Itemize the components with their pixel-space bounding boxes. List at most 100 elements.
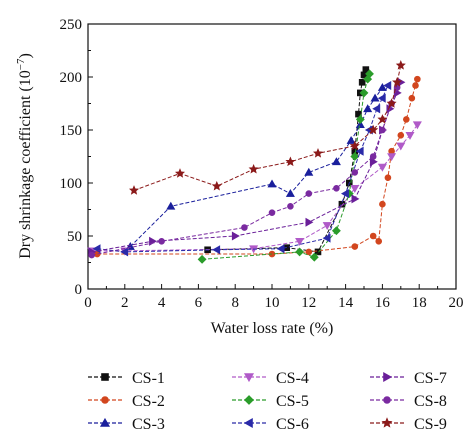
data-point <box>384 174 392 181</box>
legend-item: CS-6 <box>232 416 309 433</box>
data-point <box>346 135 356 144</box>
data-point <box>322 222 332 231</box>
data-point <box>312 148 324 158</box>
data-point <box>331 226 341 236</box>
data-point <box>395 60 406 70</box>
legend-item: CS-7 <box>370 370 447 387</box>
x-tick-label: 2 <box>121 295 129 311</box>
data-point <box>305 190 313 197</box>
data-point <box>212 245 221 255</box>
data-point <box>369 157 378 167</box>
legend-marker <box>99 417 111 427</box>
y-tick-label: 0 <box>75 282 83 298</box>
y-tick-label: 100 <box>60 176 83 192</box>
legend-label: CS-2 <box>132 393 165 410</box>
x-tick-label: 8 <box>231 295 239 311</box>
data-point <box>322 233 331 243</box>
x-axis-title: Water loss rate (%) <box>211 320 334 337</box>
x-tick-label: 10 <box>265 295 280 311</box>
x-tick-label: 14 <box>338 295 354 311</box>
data-point <box>387 153 397 162</box>
y-axis-title-suffix: ) <box>17 53 34 58</box>
data-point <box>197 254 207 264</box>
data-point <box>369 153 377 160</box>
legend-label: CS-1 <box>132 370 165 387</box>
data-point <box>375 238 383 245</box>
series-line <box>129 87 383 247</box>
y-tick-label: 50 <box>67 229 82 245</box>
legend-item: CS-3 <box>88 416 165 433</box>
series-cs-8 <box>88 84 401 259</box>
y-axis-title-main: Dry shrinkage coefficient (10 <box>17 70 34 259</box>
legend-marker <box>243 417 253 429</box>
data-point <box>350 152 360 161</box>
x-tick-label: 6 <box>195 295 203 311</box>
data-point <box>379 126 386 134</box>
data-point <box>211 180 222 191</box>
series-line <box>97 78 418 255</box>
data-point <box>333 185 340 192</box>
x-tick-label: 12 <box>301 295 316 311</box>
data-point <box>149 236 158 246</box>
data-point <box>383 80 392 90</box>
data-point <box>287 203 294 210</box>
legend-item: CS-2 <box>88 393 165 410</box>
data-point <box>359 88 369 98</box>
data-point <box>392 77 403 87</box>
data-point <box>403 116 410 123</box>
data-point <box>355 146 364 156</box>
data-point <box>304 167 314 176</box>
data-point <box>331 157 341 166</box>
series-cs-6 <box>92 80 392 257</box>
data-point <box>351 243 359 250</box>
legend-label: CS-9 <box>414 416 447 433</box>
data-point <box>158 238 165 245</box>
data-point <box>268 209 276 216</box>
legend-label: CS-8 <box>414 393 447 410</box>
y-tick-label: 200 <box>60 70 83 86</box>
data-point <box>363 104 373 113</box>
data-point <box>267 179 277 188</box>
legend-item: CS-4 <box>232 370 309 387</box>
data-point <box>285 188 295 197</box>
legend-label: CS-4 <box>276 370 309 387</box>
legend-label: CS-6 <box>276 416 309 433</box>
data-point <box>295 247 305 257</box>
data-point <box>377 114 388 124</box>
legend-label: CS-7 <box>414 370 447 387</box>
data-point <box>370 93 380 102</box>
data-point <box>314 248 322 256</box>
series-line <box>133 65 402 191</box>
data-point <box>358 79 366 86</box>
legend: CS-1 CS-2 CS-3 CS-4 CS-5 CS-6 CS-7 CS-8 CS-9 <box>88 370 447 433</box>
data-point <box>285 156 296 167</box>
data-point <box>368 124 379 135</box>
data-point <box>396 142 406 151</box>
y-axis-title-exponent: −7 <box>15 58 27 70</box>
y-tick-label: 150 <box>60 123 83 139</box>
series-cs-2 <box>93 75 421 258</box>
x-tick-label: 18 <box>412 295 427 311</box>
y-axis-title: Dry shrinkage coefficient (10−7) <box>15 53 34 259</box>
data-point <box>231 231 240 241</box>
data-point <box>369 232 377 240</box>
data-point <box>379 200 386 208</box>
legend-item: CS-5 <box>232 393 309 410</box>
series-cs-3 <box>125 82 387 250</box>
data-point <box>355 114 365 124</box>
data-point <box>120 247 129 257</box>
legend-marker <box>383 371 393 383</box>
data-point <box>248 163 259 174</box>
legend-marker <box>243 373 255 383</box>
data-point <box>351 194 360 204</box>
data-point <box>166 201 176 210</box>
data-point <box>414 75 421 83</box>
series-line <box>91 87 398 256</box>
data-point <box>365 69 374 79</box>
legend-item: CS-1 <box>88 370 165 387</box>
legend-marker <box>381 417 393 428</box>
data-point <box>340 189 349 199</box>
data-point <box>174 168 186 178</box>
